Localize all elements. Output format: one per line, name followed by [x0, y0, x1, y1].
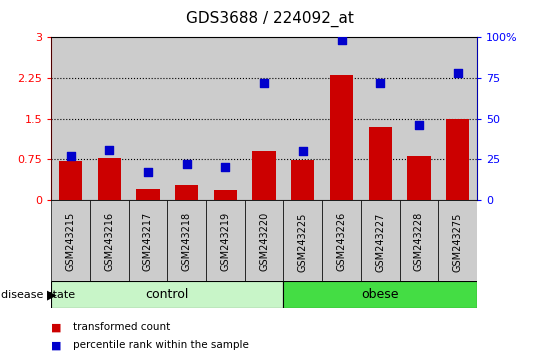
- Bar: [51, 37, 90, 200]
- Bar: [369, 127, 392, 200]
- Bar: [245, 200, 284, 281]
- Point: [144, 170, 153, 175]
- Text: ■: ■: [51, 340, 61, 350]
- Text: disease state: disease state: [1, 290, 75, 300]
- Text: ■: ■: [51, 322, 61, 332]
- Point: [221, 165, 230, 170]
- Bar: [284, 200, 322, 281]
- Bar: [167, 37, 206, 200]
- Bar: [59, 161, 82, 200]
- Text: transformed count: transformed count: [73, 322, 170, 332]
- Text: GSM243215: GSM243215: [66, 212, 75, 272]
- Point: [414, 122, 423, 128]
- Point: [337, 38, 346, 43]
- Bar: [206, 37, 245, 200]
- Bar: [438, 200, 477, 281]
- Text: control: control: [146, 288, 189, 301]
- Bar: [322, 200, 361, 281]
- Text: GSM243220: GSM243220: [259, 212, 269, 272]
- Bar: [167, 200, 206, 281]
- Text: GSM243216: GSM243216: [104, 212, 114, 272]
- Bar: [129, 200, 167, 281]
- Bar: [90, 200, 129, 281]
- Text: GSM243217: GSM243217: [143, 212, 153, 272]
- Bar: [136, 189, 160, 200]
- Bar: [284, 37, 322, 200]
- Text: GSM243228: GSM243228: [414, 212, 424, 272]
- Bar: [214, 190, 237, 200]
- Bar: [129, 37, 167, 200]
- Point: [299, 148, 307, 154]
- Point: [105, 147, 114, 152]
- Point: [260, 80, 268, 86]
- Bar: [98, 158, 121, 200]
- Bar: [291, 160, 314, 200]
- Bar: [322, 37, 361, 200]
- Bar: [51, 281, 284, 308]
- Bar: [206, 200, 245, 281]
- Text: GSM243218: GSM243218: [182, 212, 192, 272]
- Bar: [175, 185, 198, 200]
- Bar: [399, 37, 438, 200]
- Bar: [407, 155, 431, 200]
- Bar: [399, 200, 438, 281]
- Bar: [361, 200, 399, 281]
- Bar: [446, 119, 469, 200]
- Text: GSM243275: GSM243275: [453, 212, 462, 272]
- Bar: [330, 75, 353, 200]
- Bar: [252, 151, 276, 200]
- Text: GDS3688 / 224092_at: GDS3688 / 224092_at: [185, 11, 354, 27]
- Text: percentile rank within the sample: percentile rank within the sample: [73, 340, 248, 350]
- Bar: [361, 37, 399, 200]
- Bar: [245, 37, 284, 200]
- Point: [453, 70, 462, 76]
- Bar: [51, 200, 90, 281]
- Point: [182, 161, 191, 167]
- Text: obese: obese: [362, 288, 399, 301]
- Point: [376, 80, 384, 86]
- Text: GSM243219: GSM243219: [220, 212, 230, 272]
- Point: [66, 153, 75, 159]
- Text: ▶: ▶: [47, 288, 57, 301]
- Text: GSM243226: GSM243226: [336, 212, 347, 272]
- Text: GSM243227: GSM243227: [375, 212, 385, 272]
- Bar: [438, 37, 477, 200]
- Bar: [90, 37, 129, 200]
- Text: GSM243225: GSM243225: [298, 212, 308, 272]
- Bar: [284, 281, 477, 308]
